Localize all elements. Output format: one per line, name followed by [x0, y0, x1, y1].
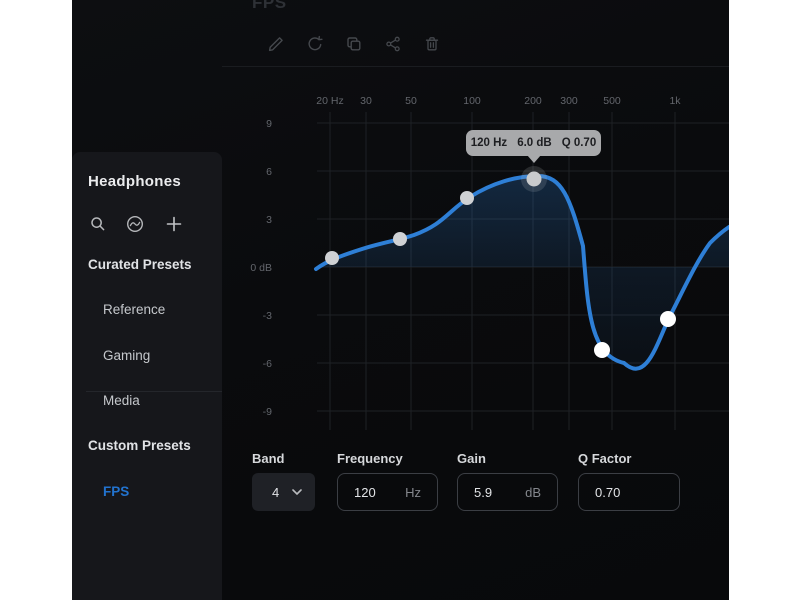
duplicate-icon[interactable]	[345, 35, 363, 53]
gain-value: 5.9	[474, 484, 493, 500]
sidebar-item-reference[interactable]: Reference	[103, 302, 166, 317]
tooltip-gain: 6.0 dB	[517, 137, 552, 149]
section-curated-presets: Curated Presets	[88, 257, 192, 272]
x-tick: 500	[603, 95, 621, 107]
band-handle-5[interactable]	[594, 342, 610, 358]
frequency-unit: Hz	[405, 484, 421, 500]
gain-label: Gain	[457, 451, 486, 466]
band-handle-2[interactable]	[393, 232, 407, 246]
frequency-value: 120	[354, 484, 376, 500]
band-tooltip: 120 Hz 6.0 dB Q 0.70	[466, 130, 601, 163]
x-tick: 100	[463, 95, 481, 107]
y-tick: -3	[263, 310, 272, 322]
edit-icon[interactable]	[267, 35, 285, 53]
delete-icon[interactable]	[423, 35, 441, 53]
sidebar-item-fps[interactable]: FPS	[103, 484, 130, 499]
x-tick: 50	[405, 95, 417, 107]
header-divider	[222, 66, 729, 67]
sidebar-title: Headphones	[88, 173, 182, 190]
sidebar-item-gaming[interactable]: Gaming	[103, 348, 151, 363]
y-tick: 9	[266, 118, 272, 130]
logitech-logo-icon[interactable]	[125, 214, 145, 234]
x-tick: 20 Hz	[316, 95, 343, 107]
y-tick: 3	[266, 214, 272, 226]
reset-icon[interactable]	[306, 35, 324, 53]
preset-toolbar	[267, 35, 441, 53]
tooltip-frequency: 120 Hz	[470, 137, 508, 149]
band-handle-3[interactable]	[460, 191, 474, 205]
q-factor-value: 0.70	[595, 484, 621, 500]
y-tick: 6	[266, 166, 272, 178]
x-tick: 30	[360, 95, 372, 107]
x-tick: 1k	[669, 95, 681, 107]
preset-page-title: FPS	[252, 0, 287, 12]
presets-sidebar: Headphones	[72, 152, 222, 600]
y-tick: 0 dB	[250, 262, 272, 274]
gain-input[interactable]: 5.9 dB	[457, 473, 558, 511]
frequency-label: Frequency	[337, 451, 403, 466]
q-factor-label: Q Factor	[578, 451, 632, 466]
sidebar-item-media[interactable]: Media	[103, 393, 140, 408]
sidebar-icon-row	[72, 210, 222, 242]
band-handle-6[interactable]	[660, 311, 676, 327]
y-tick: -6	[263, 358, 272, 370]
band-label: Band	[252, 451, 285, 466]
gain-unit: dB	[525, 484, 541, 500]
band-handle-1[interactable]	[325, 251, 339, 265]
y-axis-labels: 9 6 3 0 dB -3 -6 -9	[250, 118, 272, 418]
app-window: FPS	[72, 0, 729, 600]
y-tick: -9	[263, 406, 272, 418]
x-tick: 200	[524, 95, 542, 107]
eq-curve-fill	[316, 176, 729, 369]
x-tick: 300	[560, 95, 578, 107]
frequency-input[interactable]: 120 Hz	[337, 473, 438, 511]
q-factor-input[interactable]: 0.70	[578, 473, 680, 511]
section-custom-presets: Custom Presets	[88, 438, 191, 453]
share-icon[interactable]	[384, 35, 402, 53]
tooltip-q: Q 0.70	[561, 137, 597, 149]
eq-curve-chart: 20 Hz 30 50 100 200 300 500 1k 9 6 3 0 d…	[250, 95, 729, 430]
add-preset-icon[interactable]	[164, 214, 184, 234]
band-select[interactable]: 4	[252, 473, 315, 511]
band-select-value: 4	[272, 484, 280, 500]
band-handle-4-selected[interactable]	[526, 171, 542, 187]
chevron-down-icon	[292, 489, 302, 495]
sidebar-divider	[86, 391, 222, 392]
tooltip-pointer	[527, 155, 541, 163]
search-icon[interactable]	[88, 214, 108, 234]
x-axis-labels: 20 Hz 30 50 100 200 300 500 1k	[316, 95, 681, 107]
